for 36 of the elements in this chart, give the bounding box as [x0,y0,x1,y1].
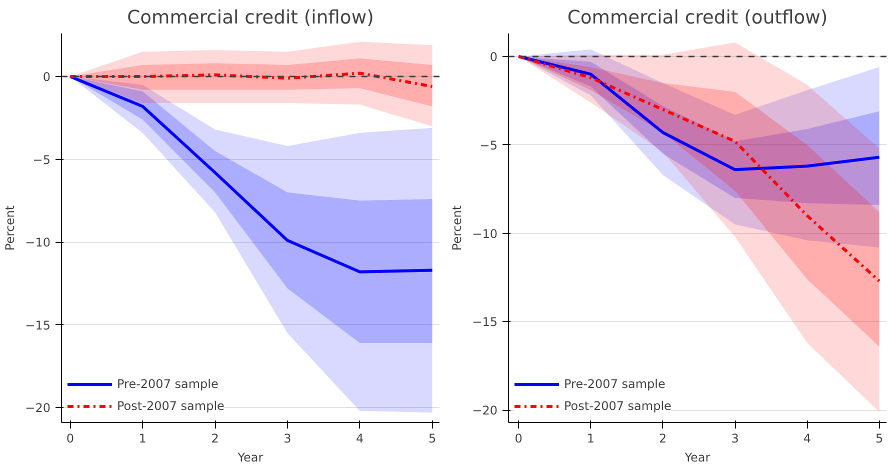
y-tick-label: 0 [490,50,498,64]
y-tick-label: −5 [480,138,498,152]
x-tick-label: 1 [586,432,595,446]
line-series [68,75,434,274]
legend-label: Pre-2007 sample [564,377,666,391]
x-tick-label: 2 [211,432,219,446]
x-axis-title: Year [236,450,264,464]
x-tick-label: 4 [356,432,364,446]
y-tick-label: −10 [25,236,51,250]
x-tick-label: 5 [875,432,884,446]
x-tick-label: 1 [138,432,146,446]
y-tick-label: −20 [25,401,51,416]
line-series [517,54,881,172]
y-tick-label: 0 [42,70,51,84]
x-tick-label: 2 [659,432,667,446]
legend-label: Post-2007 sample [117,399,224,413]
x-tick-label: 5 [428,432,436,446]
chart-title: Commercial credit (outflow) [567,8,828,28]
x-axis-title: Year [684,450,710,464]
x-tick-label: 0 [66,432,74,446]
line-series [517,54,881,283]
y-axis-title: Percent [450,205,464,251]
line-series [68,72,434,88]
x-tick-label: 3 [731,432,739,446]
legend-label: Pre-2007 sample [117,377,218,391]
x-tick-label: 0 [514,432,522,446]
y-tick-label: −15 [472,315,498,330]
y-tick-label: −10 [472,226,498,241]
y-axis-title: Percent [3,205,18,251]
chart-title: Commercial credit (inflow) [127,8,374,28]
y-tick-label: −20 [472,404,498,418]
x-tick-label: 3 [284,432,292,446]
x-tick-label: 4 [803,432,811,446]
legend-label: Post-2007 sample [564,399,672,413]
y-tick-label: −5 [32,152,51,167]
y-tick-label: −15 [25,318,51,332]
